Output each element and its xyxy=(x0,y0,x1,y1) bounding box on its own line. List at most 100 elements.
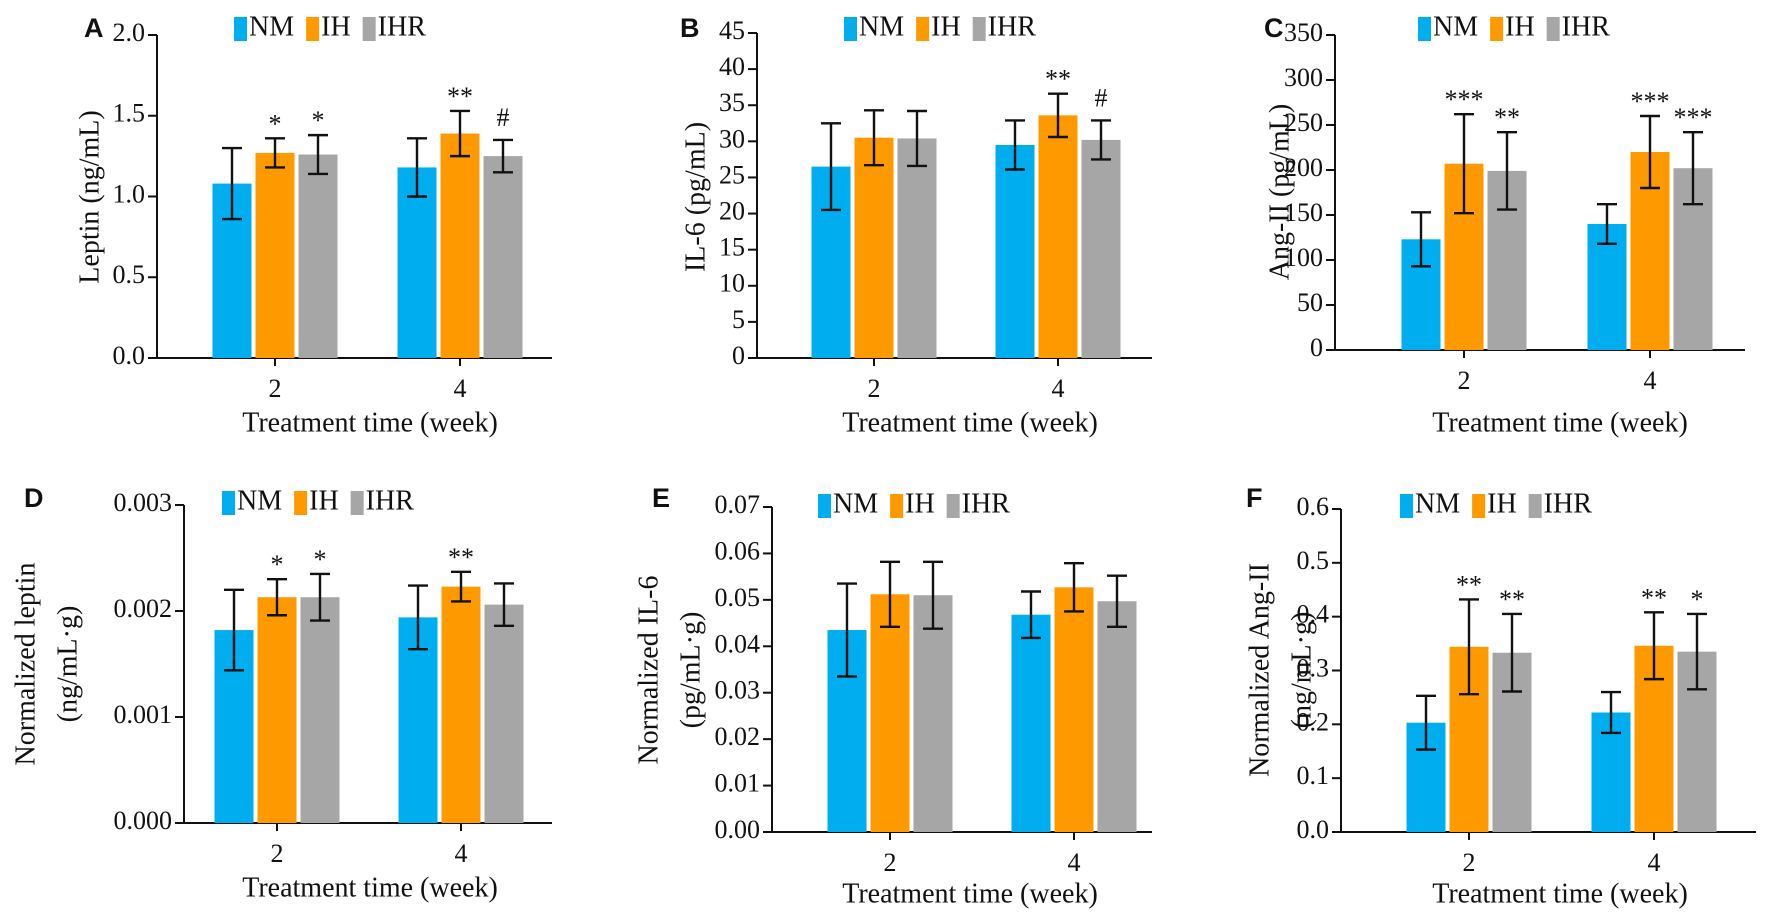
x-tick-label: 2 xyxy=(884,848,897,877)
significance-label: *** xyxy=(1631,87,1670,116)
error-bar xyxy=(408,584,428,651)
error-bar xyxy=(1683,131,1703,206)
bar-ihr-week-4 xyxy=(484,604,524,823)
y-tick-label: 1.0 xyxy=(113,179,146,208)
y-tick-label: 10 xyxy=(719,269,745,298)
significance-label: ** xyxy=(1494,103,1520,132)
legend-label-nm: NM xyxy=(249,11,294,42)
y-tick-label: 50 xyxy=(1297,288,1323,317)
error-bar xyxy=(450,109,470,158)
legend-swatch-nm xyxy=(844,17,857,41)
error-bar xyxy=(1064,561,1084,613)
bar-ihr-week-2 xyxy=(897,138,937,358)
legend-label-ihr: IHR xyxy=(366,485,415,516)
error-bar xyxy=(222,146,242,221)
x-tick-label: 4 xyxy=(454,374,467,403)
significance-label: # xyxy=(1095,83,1108,112)
y-tick-label: 0.3 xyxy=(1297,653,1330,682)
significance-label: * xyxy=(314,545,327,574)
error-bar xyxy=(308,133,328,176)
significance-label: * xyxy=(271,550,284,579)
error-bar xyxy=(451,570,471,603)
bar-ihr-week-4 xyxy=(1081,139,1121,358)
error-bar xyxy=(1454,113,1474,215)
legend-swatch-ihr xyxy=(946,494,960,518)
bar-nm-week-4 xyxy=(1011,614,1051,832)
legend-swatch-ihr xyxy=(1546,17,1560,41)
error-bar xyxy=(1091,119,1111,161)
legend-swatch-ih xyxy=(916,17,930,41)
error-bar xyxy=(1601,690,1621,735)
bar-ihr-week-2 xyxy=(913,595,953,832)
y-tick-label: 0.5 xyxy=(1297,546,1330,575)
legend-label-ih: IH xyxy=(1505,11,1535,42)
y-tick-label: 0.03 xyxy=(715,676,761,705)
panel-e: E 0.00 0.01 0.02 0.03 0.04 0.05 0.06 0.07 2 4 NM IH I… xyxy=(633,483,1152,909)
legend-label-ihr: IHR xyxy=(1544,488,1593,519)
error-bar xyxy=(1005,119,1025,171)
x-tick-label: 2 xyxy=(1463,848,1476,877)
significance-label: * xyxy=(1691,585,1704,614)
legend-label-ih: IH xyxy=(309,485,339,516)
significance-label: ** xyxy=(447,82,473,111)
bar-ihr-week-2 xyxy=(300,597,340,823)
error-bar xyxy=(1640,114,1660,190)
bar-ih-week-4 xyxy=(441,586,481,823)
error-bar xyxy=(1644,611,1664,681)
y-tick-label: 0 xyxy=(1310,333,1323,362)
y-tick-label: 0.003 xyxy=(114,488,173,517)
legend-swatch-nm xyxy=(1400,494,1413,518)
legend-swatch-ih xyxy=(294,491,308,515)
bar-ih-week-4 xyxy=(1038,115,1078,358)
error-bar xyxy=(1021,590,1041,640)
legend-label-nm: NM xyxy=(859,11,904,42)
panel-b: B 0 5 10 15 20 25 30 35 40 45 2 4 ** # NM IH IHR IL-6 (pg/… xyxy=(680,11,1152,438)
legend-swatch-ihr xyxy=(350,491,364,515)
x-axis-title: Treatment time (week) xyxy=(842,878,1098,909)
bar-ih-week-2 xyxy=(854,137,894,358)
legend-label-ih: IH xyxy=(931,11,961,42)
y-tick-label: 150 xyxy=(1284,198,1323,227)
y-tick-label: 350 xyxy=(1284,18,1323,47)
significance-label: ** xyxy=(1456,570,1482,599)
bar-ih-week-2 xyxy=(257,597,297,823)
bar-nm-week-4 xyxy=(398,617,438,823)
y-axis-title: Ang-II (pg/mL) xyxy=(1264,104,1295,281)
error-bar xyxy=(880,560,900,628)
y-axis-title: (ng/mL·g) xyxy=(52,606,83,723)
y-tick-label: 0.0 xyxy=(1297,815,1330,844)
significance-label: *** xyxy=(1445,85,1484,114)
error-bar xyxy=(493,138,513,174)
significance-label: # xyxy=(497,103,510,132)
y-tick-label: 300 xyxy=(1284,63,1323,92)
y-tick-label: 0.002 xyxy=(114,594,173,623)
x-axis-title: Treatment time (week) xyxy=(1432,878,1688,909)
legend-label-ih: IH xyxy=(321,11,351,42)
y-axis-title: Normalized leptin xyxy=(10,563,41,766)
x-axis-title: Treatment time (week) xyxy=(842,407,1098,438)
error-bar xyxy=(1459,598,1479,696)
x-tick-label: 4 xyxy=(455,839,468,868)
y-tick-label: 0.01 xyxy=(715,769,761,798)
bar-ih-week-4 xyxy=(1054,587,1094,832)
panel-letter: E xyxy=(652,483,670,513)
y-tick-label: 45 xyxy=(719,16,745,45)
legend-swatch-nm xyxy=(222,491,235,515)
bar-ihr-week-2 xyxy=(298,154,338,358)
x-tick-label: 2 xyxy=(1458,366,1471,395)
legend-swatch-ihr xyxy=(362,17,376,41)
legend-label-ihr: IHR xyxy=(378,11,427,42)
legend-swatch-ih xyxy=(890,494,904,518)
error-bar xyxy=(1497,131,1517,211)
legend-swatch-nm xyxy=(234,17,247,41)
bar-ihr-week-4 xyxy=(1097,601,1137,832)
y-tick-label: 0.5 xyxy=(113,260,146,289)
error-bar xyxy=(267,578,287,617)
panel-letter: C xyxy=(1264,13,1284,43)
error-bar xyxy=(1416,694,1436,751)
error-bar xyxy=(1107,574,1127,628)
x-tick-label: 2 xyxy=(868,374,881,403)
x-tick-label: 2 xyxy=(271,839,284,868)
